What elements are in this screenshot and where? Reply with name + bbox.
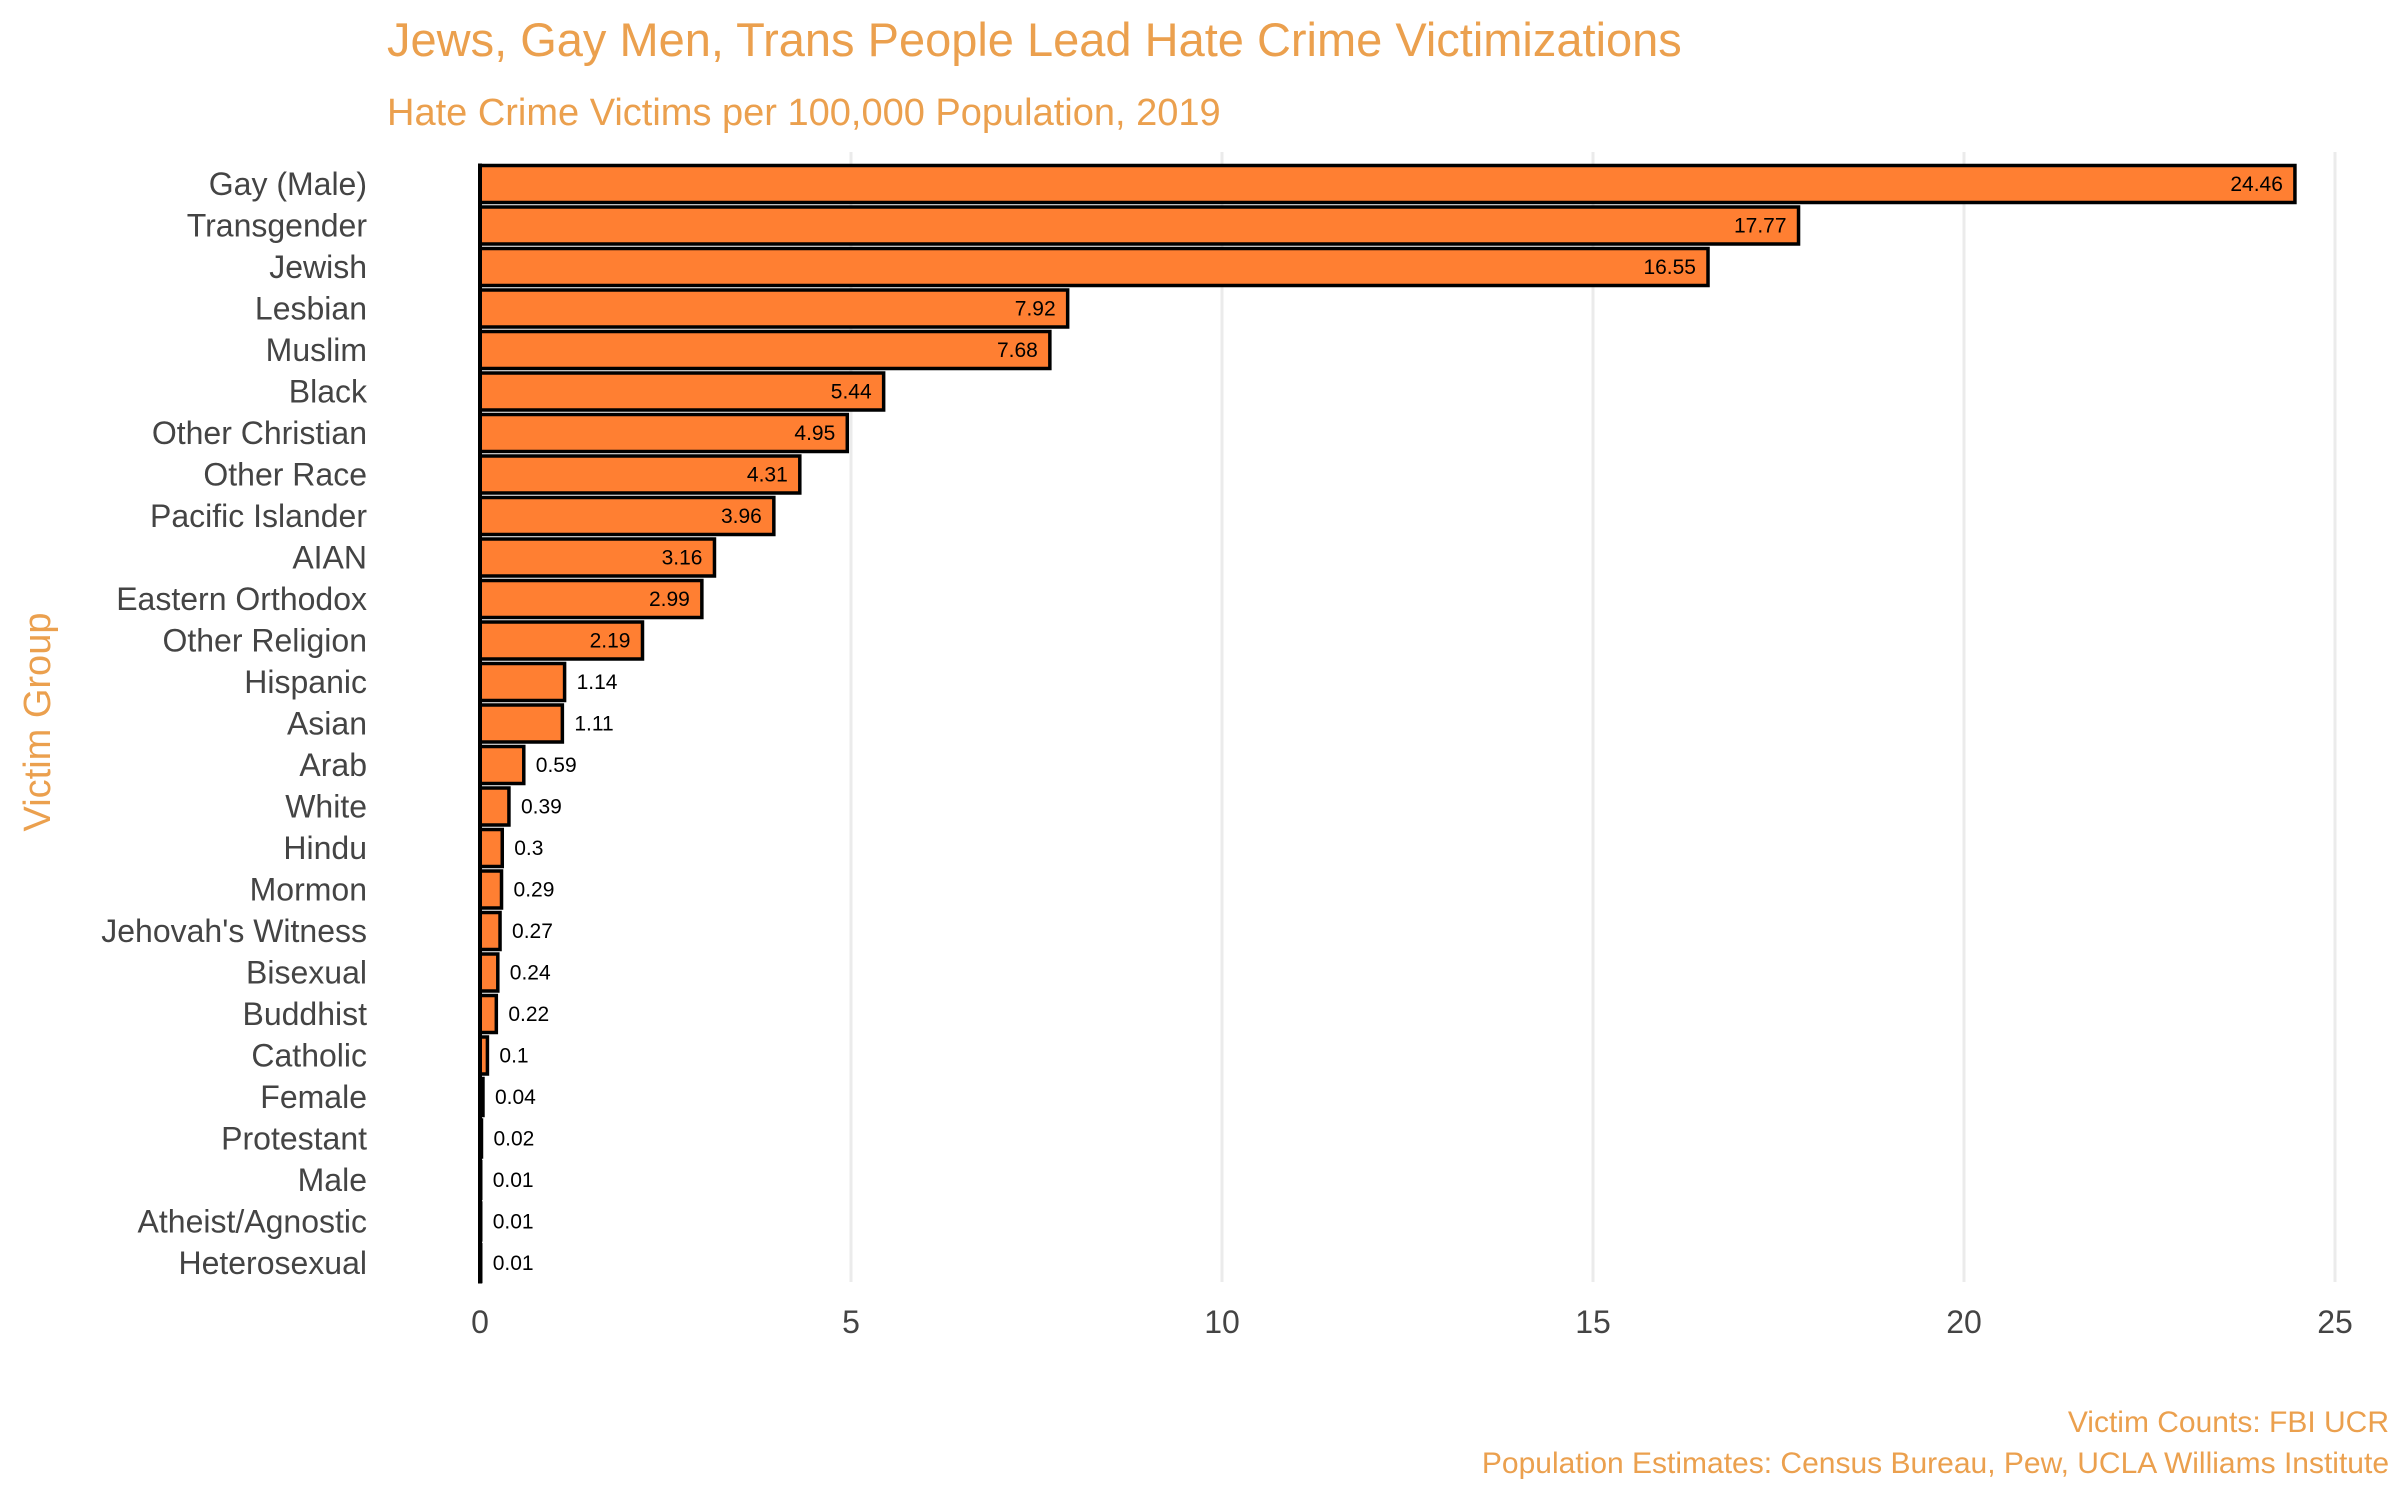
bar-9 — [478, 537, 717, 578]
value-label-25: 0.01 — [493, 1211, 534, 1234]
x-tick-label-10: 10 — [1204, 1304, 1240, 1340]
category-label-21: Catholic — [251, 1038, 367, 1074]
value-label-21: 0.1 — [499, 1045, 528, 1068]
value-label-1: 17.77 — [1734, 215, 1787, 238]
category-label-11: Other Religion — [162, 623, 367, 659]
category-label-12: Hispanic — [244, 664, 367, 700]
value-label-4: 7.68 — [997, 339, 1038, 362]
caption-line-2: Population Estimates: Census Bureau, Pew… — [1482, 1447, 2389, 1480]
category-label-17: Mormon — [250, 872, 367, 908]
category-label-26: Heterosexual — [178, 1245, 367, 1281]
x-tick-label-20: 20 — [1946, 1304, 1982, 1340]
value-label-3: 7.92 — [1015, 298, 1056, 321]
value-label-14: 0.59 — [536, 754, 577, 777]
category-label-25: Atheist/Agnostic — [138, 1204, 367, 1240]
value-label-26: 0.01 — [493, 1252, 534, 1275]
value-label-0: 24.46 — [2230, 173, 2283, 196]
category-label-19: Bisexual — [246, 955, 367, 991]
bar-13 — [478, 703, 565, 744]
category-label-4: Muslim — [266, 332, 367, 368]
value-label-2: 16.55 — [1643, 256, 1696, 279]
category-label-3: Lesbian — [255, 291, 367, 327]
bar-17 — [478, 869, 504, 910]
x-tick-label-5: 5 — [842, 1304, 860, 1340]
value-label-11: 2.19 — [590, 630, 631, 653]
category-label-7: Other Race — [203, 457, 367, 493]
bar-4 — [478, 329, 1052, 371]
x-tick-label-0: 0 — [471, 1304, 489, 1340]
bar-18 — [478, 910, 502, 952]
category-label-18: Jehovah's Witness — [101, 913, 367, 949]
value-label-17: 0.29 — [514, 879, 555, 902]
category-label-24: Male — [298, 1162, 367, 1198]
category-label-15: White — [285, 789, 367, 825]
value-label-23: 0.02 — [493, 1128, 534, 1151]
category-label-13: Asian — [287, 706, 367, 742]
category-label-5: Black — [289, 374, 368, 410]
value-label-22: 0.04 — [495, 1086, 536, 1109]
bar-16 — [478, 827, 505, 869]
category-labels: Gay (Male) Transgender Jewish Lesbian Muslim… — [101, 166, 368, 1281]
category-label-9: AIAN — [292, 540, 367, 576]
bar-6 — [478, 412, 850, 454]
x-tick-label-15: 15 — [1575, 1304, 1611, 1340]
category-label-16: Hindu — [283, 830, 367, 866]
category-label-1: Transgender — [187, 208, 368, 244]
bar-11 — [478, 620, 645, 661]
category-label-6: Other Christian — [152, 415, 367, 451]
value-label-6: 4.95 — [794, 422, 835, 445]
bar-19 — [478, 952, 500, 993]
x-tick-labels: 0 5 10 15 20 25 — [471, 1304, 2353, 1340]
chart-subtitle: Hate Crime Victims per 100,000 Populatio… — [387, 92, 1221, 134]
value-label-7: 4.31 — [747, 464, 788, 487]
value-label-20: 0.22 — [508, 1003, 549, 1026]
bar-15 — [478, 786, 511, 827]
value-label-5: 5.44 — [831, 381, 872, 404]
caption-line-1: Victim Counts: FBI UCR — [2068, 1406, 2389, 1439]
bar-8 — [478, 495, 776, 537]
category-label-2: Jewish — [269, 249, 367, 285]
bar-10 — [478, 578, 704, 620]
category-label-14: Arab — [299, 747, 367, 783]
chart-title: Jews, Gay Men, Trans People Lead Hate Cr… — [387, 13, 1682, 66]
bar-20 — [478, 993, 499, 1035]
x-tick-label-25: 25 — [2317, 1304, 2353, 1340]
category-label-0: Gay (Male) — [209, 166, 367, 202]
value-label-16: 0.3 — [514, 837, 543, 860]
category-label-8: Pacific Islander — [150, 498, 367, 534]
bar-2 — [478, 246, 1710, 288]
category-label-20: Buddhist — [242, 996, 367, 1032]
value-label-10: 2.99 — [649, 588, 690, 611]
bar-1 — [478, 205, 1801, 246]
value-label-18: 0.27 — [512, 920, 553, 943]
value-labels: 24.46 17.77 16.55 7.92 7.68 5.44 4.95 4.31 3.96 3… — [493, 173, 2283, 1275]
y-axis-title: Victim Group — [17, 613, 59, 832]
value-label-15: 0.39 — [521, 796, 562, 819]
bar-7 — [478, 454, 802, 495]
bar-12 — [478, 661, 567, 703]
value-label-12: 1.14 — [577, 671, 618, 694]
value-label-19: 0.24 — [510, 962, 551, 985]
bar-5 — [478, 371, 886, 412]
category-label-23: Protestant — [221, 1121, 367, 1157]
category-label-22: Female — [260, 1079, 367, 1115]
bar-3 — [478, 288, 1070, 329]
bar-14 — [478, 744, 526, 786]
value-label-13: 1.11 — [574, 713, 613, 736]
category-label-10: Eastern Orthodox — [116, 581, 367, 617]
value-label-24: 0.01 — [493, 1169, 534, 1192]
bar-0 — [478, 163, 2297, 205]
value-label-8: 3.96 — [721, 505, 762, 528]
value-label-9: 3.16 — [662, 547, 703, 570]
